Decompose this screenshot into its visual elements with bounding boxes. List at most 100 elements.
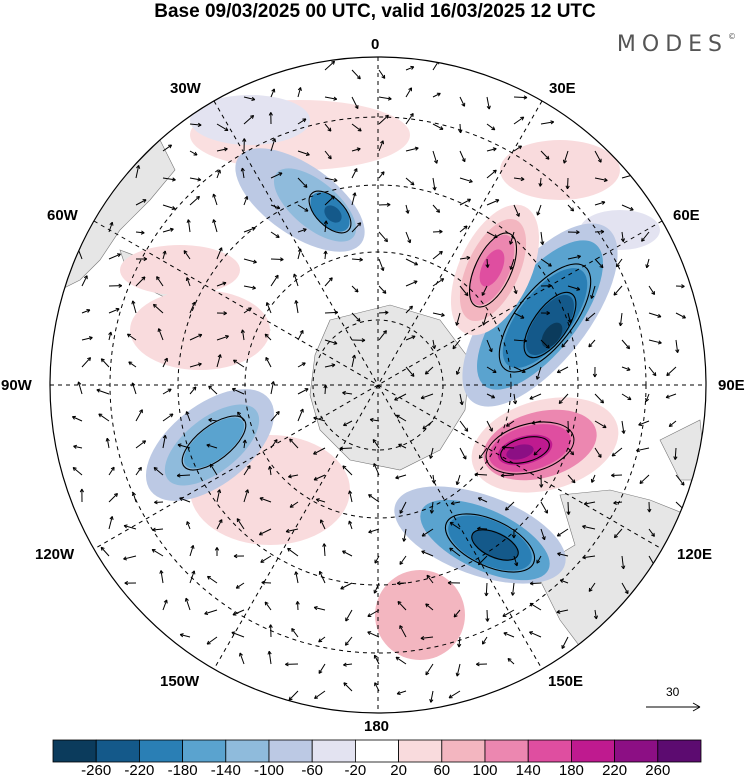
wind-vector	[459, 420, 469, 432]
wind-vector-head	[556, 532, 561, 537]
wind-vector	[189, 195, 200, 206]
colorbar-tick-label: 20	[390, 762, 407, 779]
wind-vector	[432, 250, 443, 260]
wind-vector-head	[151, 548, 156, 553]
wind-vector	[621, 420, 625, 434]
wind-vector-head	[468, 178, 473, 184]
wind-vector	[351, 222, 362, 233]
wind-vector-head	[531, 420, 536, 425]
wind-vector	[510, 258, 515, 270]
lon-label-150w: 150W	[160, 673, 200, 690]
wind-vector-head	[600, 399, 605, 404]
wind-vector	[536, 555, 542, 564]
wind-vector	[459, 177, 473, 183]
wind-vector-head	[123, 524, 128, 529]
wind-vector-head	[115, 307, 120, 312]
wind-vector	[513, 285, 517, 294]
wind-vector-head	[503, 631, 508, 636]
wind-vector-head	[186, 219, 191, 224]
wind-vector-head	[533, 451, 538, 456]
wind-vector-head	[197, 177, 202, 182]
wind-vector-head	[645, 264, 650, 269]
wind-vector-head	[142, 199, 147, 203]
wind-vector	[324, 195, 335, 206]
wind-vector	[351, 192, 356, 206]
wind-vector-head	[380, 171, 385, 176]
wind-vector	[378, 171, 385, 179]
wind-vector-head	[429, 454, 434, 459]
wind-vector-head	[439, 126, 444, 130]
wind-vector	[557, 366, 569, 373]
colorbar-tick-label: -20	[344, 762, 367, 779]
wind-vector-head	[647, 508, 652, 513]
wind-vector	[636, 447, 650, 452]
wind-vector	[351, 96, 359, 109]
wind-vector	[594, 609, 597, 620]
wind-vector	[505, 501, 515, 511]
wind-vector-head	[73, 444, 77, 449]
wind-vector	[378, 330, 387, 341]
wind-vector	[594, 258, 604, 269]
wind-vector	[430, 690, 434, 703]
wind-vector-head	[395, 414, 400, 419]
wind-vector-head	[287, 547, 292, 552]
wind-vector-head	[294, 300, 299, 304]
wind-vector-head	[682, 314, 686, 319]
wind-vector	[405, 366, 415, 377]
wind-vector-head	[235, 584, 240, 589]
wind-vector	[420, 393, 434, 399]
wind-vector	[216, 519, 223, 530]
wind-vector-head	[414, 146, 419, 151]
vector-reference-label: 30	[666, 685, 680, 699]
wind-vector-head	[114, 492, 118, 497]
wind-vector	[513, 204, 520, 217]
wind-vector	[153, 467, 164, 476]
wind-vector	[540, 339, 550, 349]
wind-vector-head	[510, 592, 515, 596]
wind-vector-head	[354, 288, 359, 293]
wind-vector-head	[136, 165, 141, 169]
wind-vector	[127, 333, 137, 341]
wind-vector	[243, 227, 256, 233]
wind-vector-head	[448, 694, 453, 699]
wind-vector	[287, 547, 299, 557]
wind-vector	[243, 96, 255, 101]
wind-vector	[265, 357, 272, 368]
wind-vector	[486, 420, 493, 432]
wind-vector-head	[673, 456, 678, 460]
wind-vector	[368, 494, 380, 503]
wind-vector-head	[651, 532, 655, 537]
wind-vector	[567, 474, 576, 484]
wind-vector-head	[395, 475, 400, 480]
wind-vector	[209, 463, 218, 476]
modes-logo: MODES©	[617, 32, 736, 57]
wind-vector-head	[343, 422, 347, 427]
wind-vector-head	[224, 127, 229, 132]
wind-vector-head	[164, 357, 168, 362]
wind-vector-head	[83, 275, 88, 280]
colorbar-tick-label: -100	[253, 762, 285, 779]
wind-vector-head	[603, 177, 608, 183]
wind-vector	[289, 438, 299, 449]
wind-vector-head	[304, 207, 309, 212]
wind-vector	[405, 66, 414, 71]
wind-vector	[432, 177, 436, 191]
wind-vector	[566, 177, 569, 189]
wind-vector-head	[143, 256, 148, 262]
wind-vector-head	[638, 422, 643, 426]
colorbar-swatch	[182, 739, 227, 763]
wind-vector	[351, 168, 358, 179]
wind-vector	[459, 285, 469, 296]
colorbar-swatch	[484, 739, 529, 763]
wind-vector	[261, 581, 272, 584]
wind-vector-head	[86, 308, 91, 313]
wind-vector-head	[333, 178, 338, 183]
wind-vector	[297, 177, 308, 188]
wind-vector-head	[420, 395, 425, 400]
wind-vector	[233, 359, 245, 368]
wind-vector	[459, 150, 466, 162]
wind-vector	[162, 357, 168, 368]
wind-vector-head	[206, 443, 211, 448]
wind-vector-head	[222, 281, 227, 286]
wind-vector	[621, 204, 634, 211]
